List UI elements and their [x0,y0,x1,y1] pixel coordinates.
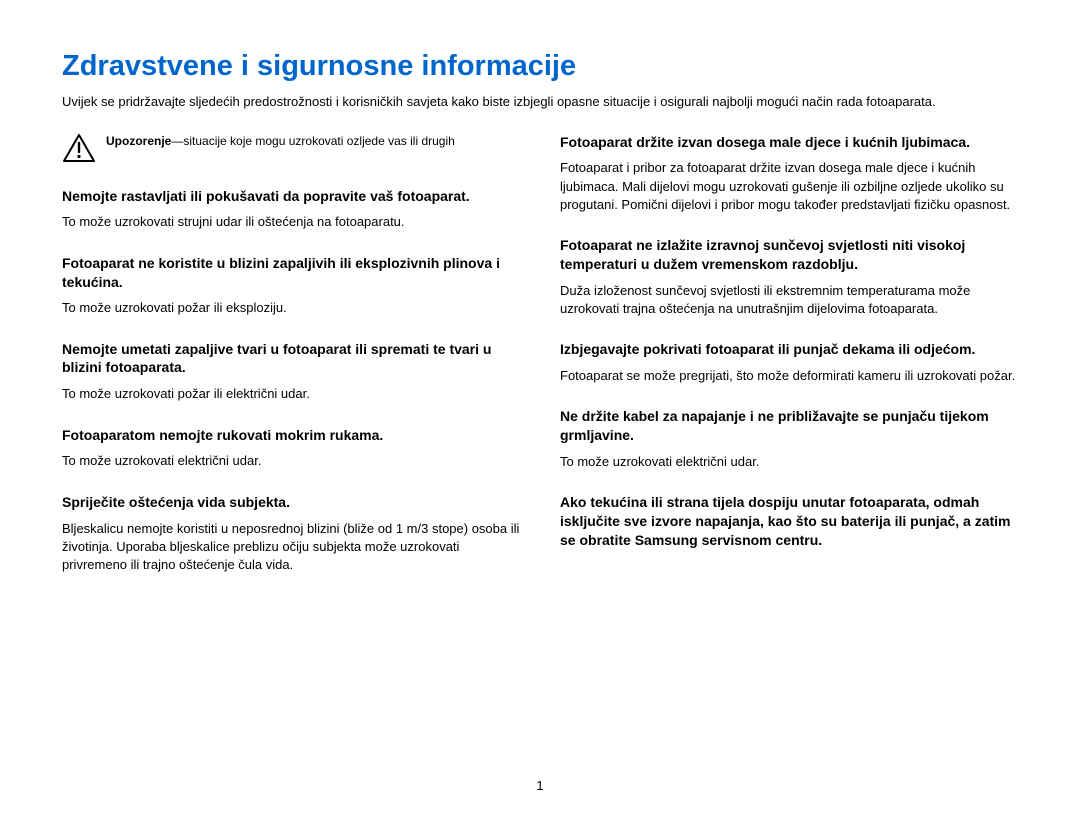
right-column: Fotoaparat držite izvan dosega male djec… [560,133,1018,597]
section: Izbjegavajte pokrivati fotoaparat ili pu… [560,340,1018,385]
two-column-layout: Upozorenje—situacije koje mogu uzrokovat… [62,133,1018,597]
section-body: To može uzrokovati električni udar. [62,452,520,470]
section-body: Fotoaparat i pribor za fotoaparat držite… [560,159,1018,214]
section-heading: Ne držite kabel za napajanje i ne pribli… [560,407,1018,445]
section: Fotoaparatom nemojte rukovati mokrim ruk… [62,426,520,471]
section-body: Duža izloženost sunčevoj svjetlosti ili … [560,282,1018,318]
section-body: To može uzrokovati požar ili električni … [62,385,520,403]
warning-triangle-icon [62,133,96,163]
left-column: Upozorenje—situacije koje mogu uzrokovat… [62,133,520,597]
section-body: Bljeskalicu nemojte koristiti u neposred… [62,520,520,575]
section-body: To može uzrokovati požar ili eksploziju. [62,299,520,317]
section-heading: Nemojte rastavljati ili pokušavati da po… [62,187,520,206]
intro-paragraph: Uvijek se pridržavajte sljedećih predost… [62,93,1018,111]
warning-desc: —situacije koje mogu uzrokovati ozljede … [171,134,454,148]
section: Fotoaparat ne izlažite izravnoj sunčevoj… [560,236,1018,318]
section: Spriječite oštećenja vida subjekta. Blje… [62,493,520,574]
page-number: 1 [62,778,1018,793]
section-heading: Nemojte umetati zapaljive tvari u fotoap… [62,340,520,378]
section-body: Fotoaparat se može pregrijati, što može … [560,367,1018,385]
section-body: To može uzrokovati strujni udar ili ošte… [62,213,520,231]
section: Ako tekućina ili strana tijela dospiju u… [560,493,1018,550]
section-body: To može uzrokovati električni udar. [560,453,1018,471]
section: Nemojte umetati zapaljive tvari u fotoap… [62,340,520,404]
section-heading: Ako tekućina ili strana tijela dospiju u… [560,493,1018,550]
warning-label: Upozorenje [106,134,171,148]
section: Fotoaparat ne koristite u blizini zapalj… [62,254,520,318]
warning-text: Upozorenje—situacije koje mogu uzrokovat… [106,133,455,149]
section-heading: Fotoaparat ne koristite u blizini zapalj… [62,254,520,292]
section-heading: Fotoaparatom nemojte rukovati mokrim ruk… [62,426,520,445]
section-heading: Fotoaparat držite izvan dosega male djec… [560,133,1018,152]
warning-block: Upozorenje—situacije koje mogu uzrokovat… [62,133,520,163]
section: Nemojte rastavljati ili pokušavati da po… [62,187,520,232]
page-title: Zdravstvene i sigurnosne informacije [62,50,1018,83]
section: Ne držite kabel za napajanje i ne pribli… [560,407,1018,471]
section-heading: Izbjegavajte pokrivati fotoaparat ili pu… [560,340,1018,359]
section-heading: Fotoaparat ne izlažite izravnoj sunčevoj… [560,236,1018,274]
section: Fotoaparat držite izvan dosega male djec… [560,133,1018,214]
section-heading: Spriječite oštećenja vida subjekta. [62,493,520,512]
